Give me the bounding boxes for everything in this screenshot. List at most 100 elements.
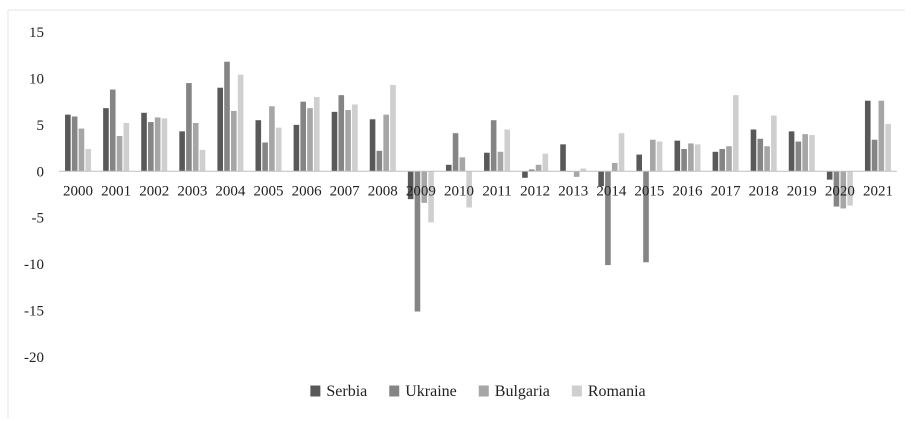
bar-ukraine-2000 [71,116,78,172]
bar-bulgaria-2006 [307,108,313,172]
bar-group-2018 [750,115,777,172]
legend-item-ukraine: Ukraine [389,383,457,400]
bar-serbia-2009 [407,171,414,200]
x-tick-label: 2010 [444,183,474,199]
x-tick-label: 2013 [558,183,588,199]
legend-item-romania: Romania [571,383,646,400]
bar-group-2016 [674,140,701,172]
x-tick-label: 2001 [101,183,131,199]
y-tick-label: -20 [24,350,44,366]
bar-romania-2002 [161,118,168,172]
bar-bulgaria-2002 [154,117,161,172]
x-tick-label: 2003 [177,183,207,199]
bar-group-2004 [217,61,244,172]
bar-group-2015 [636,139,663,263]
bar-romania-2021 [885,123,891,172]
legend-item-bulgaria: Bulgaria [478,383,550,400]
bar-bulgaria-2001 [116,136,123,172]
bar-bulgaria-2021 [878,100,885,172]
bar-romania-2013 [580,168,587,172]
x-tick-label: 2009 [406,183,436,199]
bar-group-2001 [103,89,130,172]
x-tick-label: 2005 [254,183,284,199]
bar-ukraine-2018 [757,138,764,172]
bar-serbia-2017 [712,151,719,172]
legend-swatch [310,385,321,397]
x-tick-label: 2002 [139,183,169,199]
bar-serbia-2020 [826,171,833,180]
bars [65,61,891,312]
x-tick-label: 2004 [215,183,246,199]
bar-romania-2020 [847,171,853,206]
y-axis: 15 10 5 0 -5 -10 -15 -20 [24,25,44,366]
bar-romania-2017 [732,95,739,172]
bar-bulgaria-2004 [231,110,237,172]
bar-group-2008 [369,84,396,172]
x-tick-label: 2015 [634,183,664,199]
bar-bulgaria-2010 [459,157,466,172]
bar-ukraine-2021 [871,139,878,172]
bar-group-2002 [141,112,168,172]
bar-group-2011 [484,120,511,172]
bar-ukraine-2020 [833,171,840,207]
bar-ukraine-2016 [681,149,687,172]
bar-ukraine-2017 [719,149,725,172]
bar-bulgaria-2014 [611,162,618,172]
bar-romania-2005 [275,127,282,172]
bar-bulgaria-2005 [269,106,275,172]
y-tick-label: -15 [24,304,44,320]
bar-serbia-2014 [598,171,604,187]
x-tick-label: 2014 [596,183,627,199]
bar-bulgaria-2012 [535,164,542,172]
bar-romania-2018 [771,115,777,172]
bar-ukraine-2002 [148,122,154,172]
legend-label: Romania [588,383,646,400]
bar-bulgaria-2011 [497,151,504,172]
x-tick-label: 2019 [787,183,817,199]
bar-ukraine-2015 [643,171,649,263]
x-tick-label: 2020 [825,183,855,199]
bar-bulgaria-2003 [192,123,199,172]
bar-group-2020 [826,171,853,209]
bar-bulgaria-2007 [345,110,351,172]
bar-group-2007 [331,95,358,172]
bar-group-2006 [293,97,320,172]
bar-romania-2011 [504,129,511,172]
bar-bulgaria-2019 [802,134,808,172]
bar-group-2021 [864,100,891,172]
bar-group-2009 [407,171,434,312]
bar-ukraine-2003 [186,83,192,172]
bar-group-2000 [65,114,92,172]
x-tick-label: 2006 [292,183,323,199]
bar-serbia-2008 [369,119,376,172]
bar-romania-2006 [313,97,320,172]
bar-serbia-2019 [788,131,795,172]
legend-label: Bulgaria [495,383,550,400]
bar-ukraine-2007 [338,95,345,172]
bar-group-2014 [598,133,625,266]
y-tick-label: -10 [24,257,44,273]
bar-serbia-2000 [65,114,71,172]
bar-romania-2004 [237,74,244,172]
bar-bulgaria-2020 [840,171,847,209]
bar-ukraine-2006 [300,101,306,172]
y-tick-label: -5 [32,211,45,227]
bar-serbia-2013 [560,144,566,172]
bar-serbia-2003 [179,131,185,172]
bar-serbia-2007 [331,111,338,172]
bar-bulgaria-2015 [650,139,656,172]
legend-swatch [478,385,489,397]
x-tick-label: 2017 [711,183,742,199]
y-tick-label: 15 [29,25,44,41]
bar-romania-2001 [123,123,130,172]
bar-romania-2014 [618,133,625,172]
bar-group-2019 [788,131,815,172]
bar-ukraine-2011 [490,120,497,172]
x-tick-label: 2008 [368,183,398,199]
bar-ukraine-2004 [224,61,230,172]
bar-romania-2000 [85,149,92,172]
bar-ukraine-2019 [795,141,802,172]
bar-serbia-2011 [484,152,490,172]
legend-label: Serbia [326,383,367,400]
bar-romania-2003 [199,149,206,172]
